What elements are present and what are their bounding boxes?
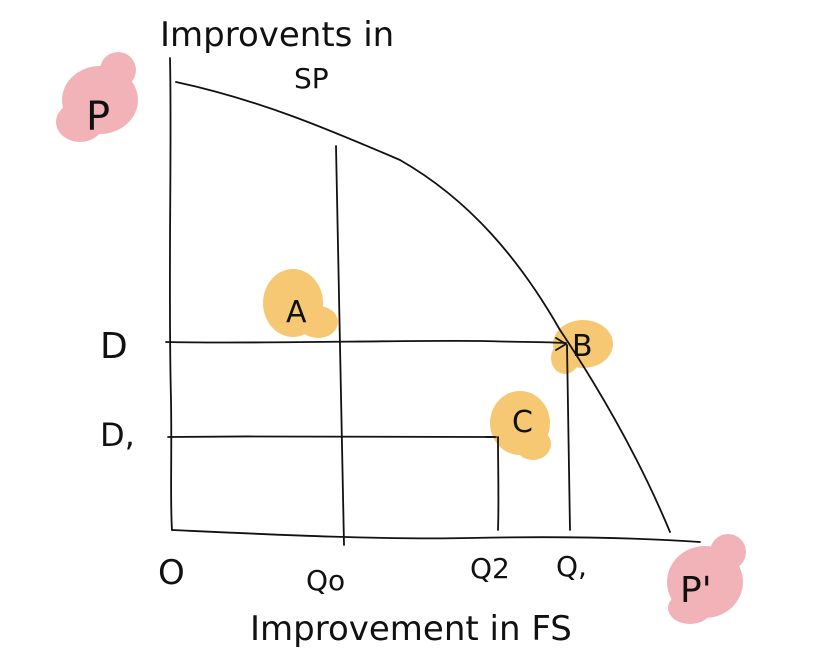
y-axis-title-line1: Improvents in	[160, 15, 394, 55]
ppf-curve	[175, 81, 671, 533]
x-tick-Q2: Q2	[470, 552, 510, 585]
highlight-P	[56, 52, 138, 142]
highlight-A	[263, 269, 338, 338]
x-axis	[171, 529, 701, 543]
x-tick-Q1: Q,	[556, 550, 587, 583]
d-horizontal-line	[165, 339, 567, 344]
y-axis	[168, 57, 173, 531]
d1-horizontal-line	[167, 435, 495, 438]
y-axis-title-line2: SP	[294, 62, 329, 95]
y-tick-D: D	[100, 326, 128, 367]
highlight-C	[490, 391, 551, 460]
y-tick-D1: D,	[100, 416, 135, 454]
label-C: C	[512, 405, 533, 440]
label-P: P	[86, 94, 110, 140]
arrow-to-B	[555, 337, 567, 351]
q0-vertical-line	[335, 145, 345, 546]
x-tick-Q0: Qo	[306, 564, 345, 597]
highlight-P-prime	[667, 534, 746, 624]
label-A: A	[286, 295, 307, 330]
x-axis-title: Improvement in FS	[250, 609, 572, 649]
label-B: B	[572, 329, 593, 364]
q1-vertical-line	[566, 344, 571, 531]
label-P-prime: P'	[680, 570, 712, 611]
origin-label: O	[158, 553, 185, 593]
